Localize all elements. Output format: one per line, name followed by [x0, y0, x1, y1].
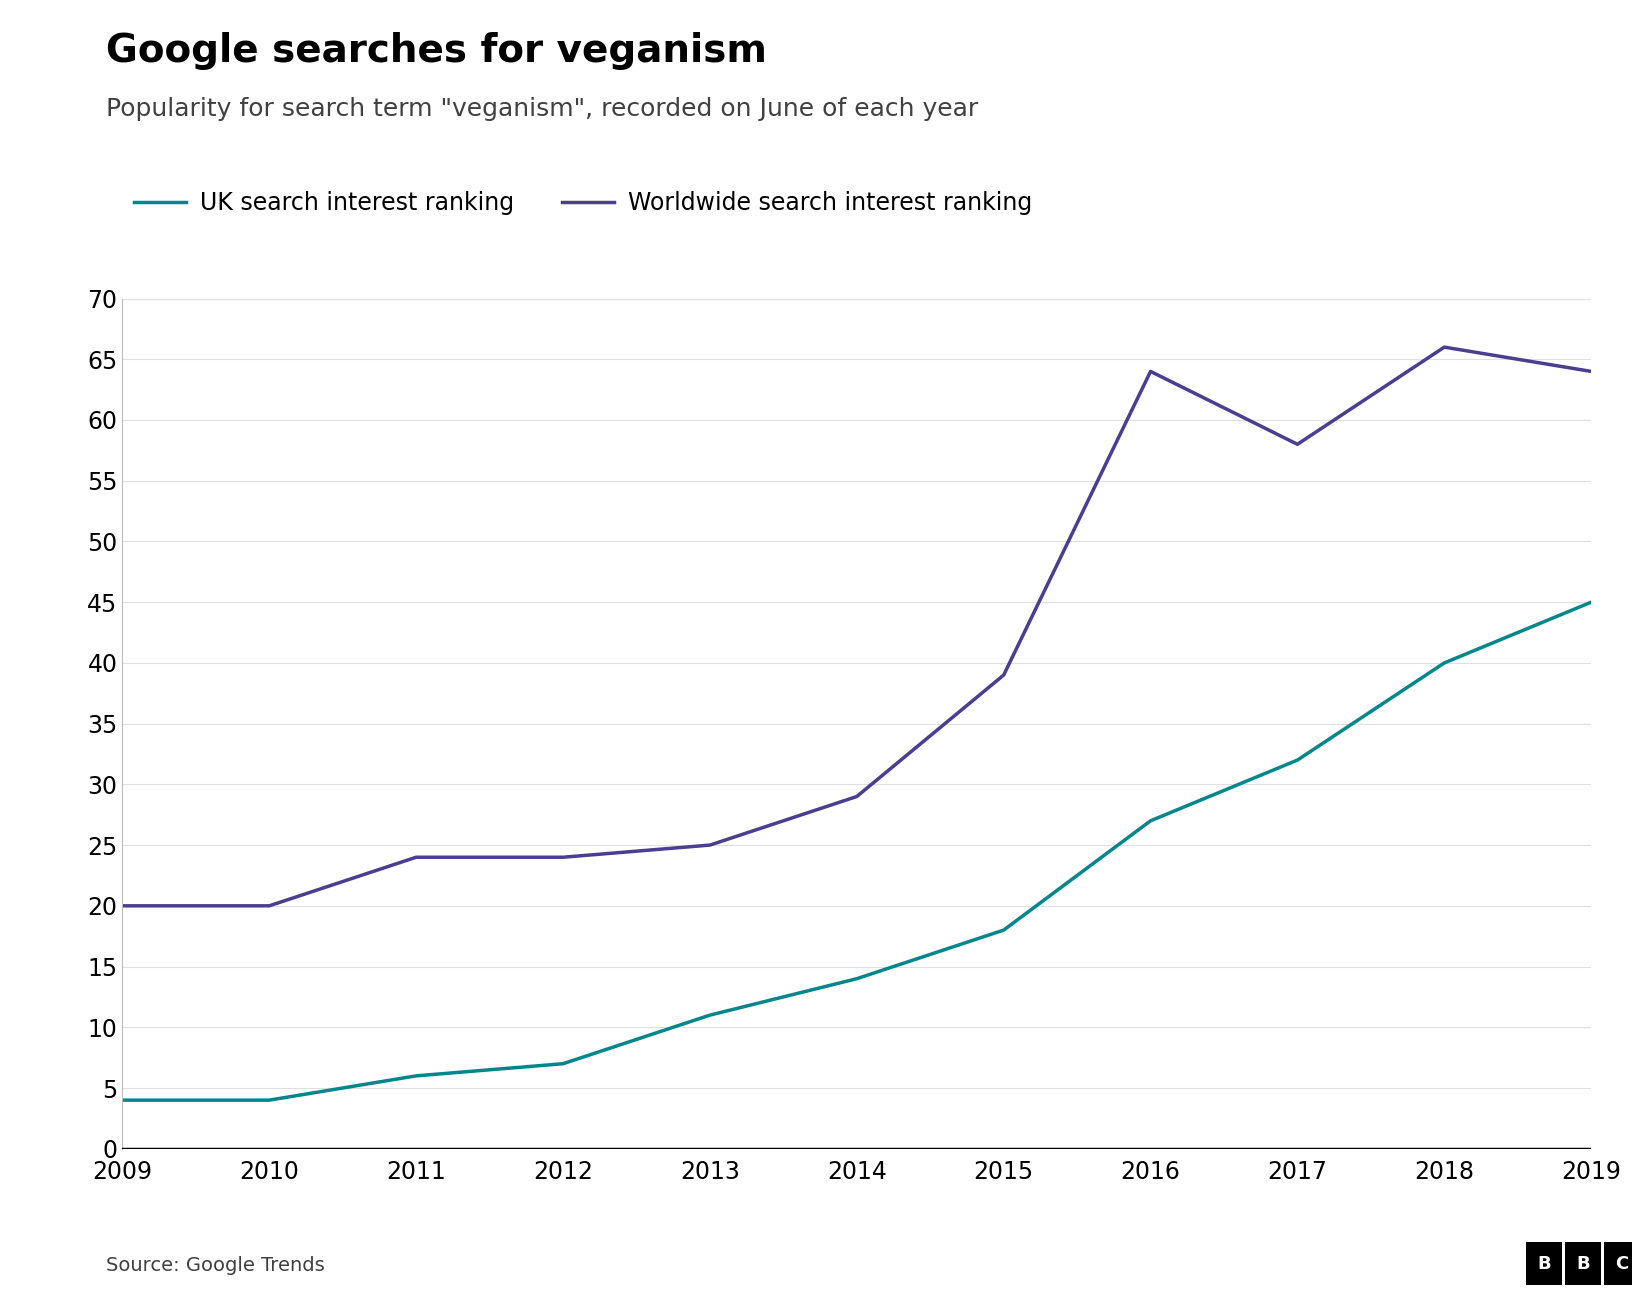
Text: B: B — [1577, 1255, 1590, 1272]
Text: Source: Google Trends: Source: Google Trends — [106, 1255, 325, 1275]
Legend: UK search interest ranking, Worldwide search interest ranking: UK search interest ranking, Worldwide se… — [134, 191, 1031, 215]
Text: B: B — [1537, 1255, 1550, 1272]
Text: Popularity for search term "veganism", recorded on June of each year: Popularity for search term "veganism", r… — [106, 97, 978, 121]
Text: Google searches for veganism: Google searches for veganism — [106, 32, 767, 70]
Text: C: C — [1616, 1255, 1629, 1272]
